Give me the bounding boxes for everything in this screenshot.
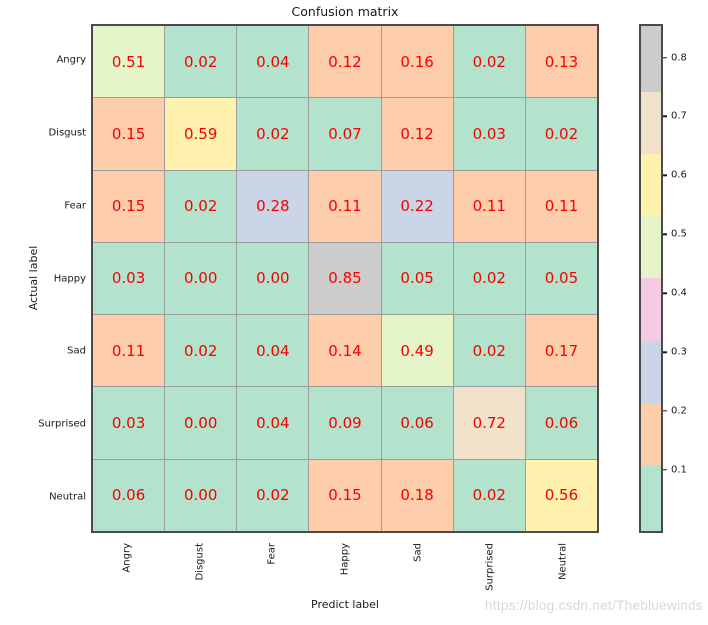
matrix-cell-angry-angry: 0.51 xyxy=(93,26,165,98)
colorbar-ticklabel-0.7: 0.7 xyxy=(671,110,687,122)
matrix-cell-neutral-sad: 0.18 xyxy=(381,459,453,531)
colorbar-ticklabel-0.3: 0.3 xyxy=(671,346,687,358)
matrix-cell-angry-sad: 0.16 xyxy=(381,26,453,98)
matrix-cell-disgust-happy: 0.07 xyxy=(309,98,381,170)
colorbar-segment-8 xyxy=(641,26,661,93)
matrix-cell-angry-disgust: 0.02 xyxy=(165,26,237,98)
y-axis-label: Actual label xyxy=(27,245,40,311)
matrix-cell-disgust-disgust: 0.59 xyxy=(165,98,237,170)
matrix-cell-fear-happy: 0.11 xyxy=(309,170,381,242)
y-tick-disgust: Disgust xyxy=(48,127,86,139)
colorbar-tickmark-0.4 xyxy=(663,292,667,294)
colorbar-segment-6 xyxy=(641,154,661,217)
matrix-cell-happy-disgust: 0.00 xyxy=(165,242,237,315)
x-tick-disgust: Disgust xyxy=(194,543,206,581)
matrix-cell-happy-neutral: 0.05 xyxy=(525,242,597,315)
x-axis-label: Predict label xyxy=(311,598,379,611)
x-tick-fear: Fear xyxy=(266,543,278,565)
matrix-cell-fear-sad: 0.22 xyxy=(381,170,453,242)
matrix-cell-disgust-angry: 0.15 xyxy=(93,98,165,170)
colorbar-tickmark-0.5 xyxy=(663,233,667,236)
colorbar-tickmark-0.1 xyxy=(663,469,667,471)
colorbar-ticklabel-0.8: 0.8 xyxy=(671,52,687,64)
matrix-cell-surprised-angry: 0.03 xyxy=(93,387,165,459)
matrix-cell-sad-happy: 0.14 xyxy=(309,315,381,387)
colorbar-ticklabel-0.6: 0.6 xyxy=(671,169,687,181)
matrix-cell-disgust-sad: 0.12 xyxy=(381,98,453,170)
colorbar-tickmark-0.2 xyxy=(663,410,667,412)
colorbar-tickmark-0.3 xyxy=(663,351,667,353)
matrix-cell-angry-happy: 0.12 xyxy=(309,26,381,98)
watermark: https://blog.csdn.net/Thebluewinds xyxy=(484,598,703,613)
colorbar-ticklabel-0.1: 0.1 xyxy=(671,464,687,476)
matrix-cell-happy-fear: 0.00 xyxy=(237,242,309,315)
matrix-cell-surprised-fear: 0.04 xyxy=(237,387,309,459)
matrix-cell-sad-sad: 0.49 xyxy=(381,315,453,387)
matrix-cell-surprised-happy: 0.09 xyxy=(309,387,381,459)
colorbar-segment-2 xyxy=(641,402,661,465)
matrix-cell-neutral-surprised: 0.02 xyxy=(453,459,525,531)
matrix-cell-disgust-neutral: 0.02 xyxy=(525,98,597,170)
matrix-cell-happy-happy: 0.85 xyxy=(309,242,381,315)
x-tick-angry: Angry xyxy=(121,543,133,573)
matrix-cell-neutral-fear: 0.02 xyxy=(237,459,309,531)
matrix-cell-neutral-neutral: 0.56 xyxy=(525,459,597,531)
matrix-cell-sad-fear: 0.04 xyxy=(237,315,309,387)
matrix-cell-angry-surprised: 0.02 xyxy=(453,26,525,98)
matrix-cell-fear-disgust: 0.02 xyxy=(165,170,237,242)
colorbar-tickmark-0.6 xyxy=(663,174,667,177)
colorbar-segment-3 xyxy=(641,340,661,403)
x-tick-neutral: Neutral xyxy=(557,543,569,580)
matrix-cell-fear-fear: 0.28 xyxy=(237,170,309,242)
colorbar-segment-4 xyxy=(641,278,661,341)
matrix-cell-surprised-sad: 0.06 xyxy=(381,387,453,459)
matrix-cell-fear-surprised: 0.11 xyxy=(453,170,525,242)
matrix-cell-sad-angry: 0.11 xyxy=(93,315,165,387)
colorbar-segment-5 xyxy=(641,216,661,279)
chart-title: Confusion matrix xyxy=(291,4,399,19)
matrix-cell-happy-sad: 0.05 xyxy=(381,242,453,315)
colorbar-ticklabel-0.4: 0.4 xyxy=(671,287,687,299)
colorbar-ticklabel-0.5: 0.5 xyxy=(671,228,687,240)
matrix-cell-fear-angry: 0.15 xyxy=(93,170,165,242)
matrix-cell-surprised-disgust: 0.00 xyxy=(165,387,237,459)
colorbar xyxy=(639,24,663,533)
matrix-cell-fear-neutral: 0.11 xyxy=(525,170,597,242)
y-tick-angry: Angry xyxy=(56,54,86,66)
x-tick-surprised: Surprised xyxy=(484,543,496,591)
matrix-cell-surprised-neutral: 0.06 xyxy=(525,387,597,459)
matrix-cell-surprised-surprised: 0.72 xyxy=(453,387,525,459)
x-tick-happy: Happy xyxy=(339,543,351,576)
heatmap-grid: 0.51 0.02 0.04 0.12 0.16 0.02 0.13 0.15 0.59 0.02… xyxy=(91,24,599,533)
y-tick-neutral: Neutral xyxy=(49,491,86,503)
matrix-cell-sad-neutral: 0.17 xyxy=(525,315,597,387)
colorbar-ticklabel-0.2: 0.2 xyxy=(671,405,687,417)
colorbar-segment-7 xyxy=(641,92,661,155)
x-tick-sad: Sad xyxy=(412,543,424,562)
matrix-cell-disgust-surprised: 0.03 xyxy=(453,98,525,170)
y-tick-sad: Sad xyxy=(67,345,86,357)
matrix-cell-sad-surprised: 0.02 xyxy=(453,315,525,387)
matrix-cell-neutral-angry: 0.06 xyxy=(93,459,165,531)
colorbar-segment-1 xyxy=(641,464,661,531)
matrix-cell-neutral-happy: 0.15 xyxy=(309,459,381,531)
matrix-cell-neutral-disgust: 0.00 xyxy=(165,459,237,531)
y-tick-fear: Fear xyxy=(64,200,86,212)
matrix-cell-angry-fear: 0.04 xyxy=(237,26,309,98)
matrix-cell-sad-disgust: 0.02 xyxy=(165,315,237,387)
matrix-cell-happy-angry: 0.03 xyxy=(93,242,165,315)
colorbar-tickmark-0.8 xyxy=(663,56,667,59)
colorbar-tickmark-0.7 xyxy=(663,115,667,118)
matrix-cell-angry-neutral: 0.13 xyxy=(525,26,597,98)
matrix-cell-happy-surprised: 0.02 xyxy=(453,242,525,315)
y-tick-happy: Happy xyxy=(53,273,86,284)
matrix-cell-disgust-fear: 0.02 xyxy=(237,98,309,170)
y-tick-surprised: Surprised xyxy=(38,418,86,430)
